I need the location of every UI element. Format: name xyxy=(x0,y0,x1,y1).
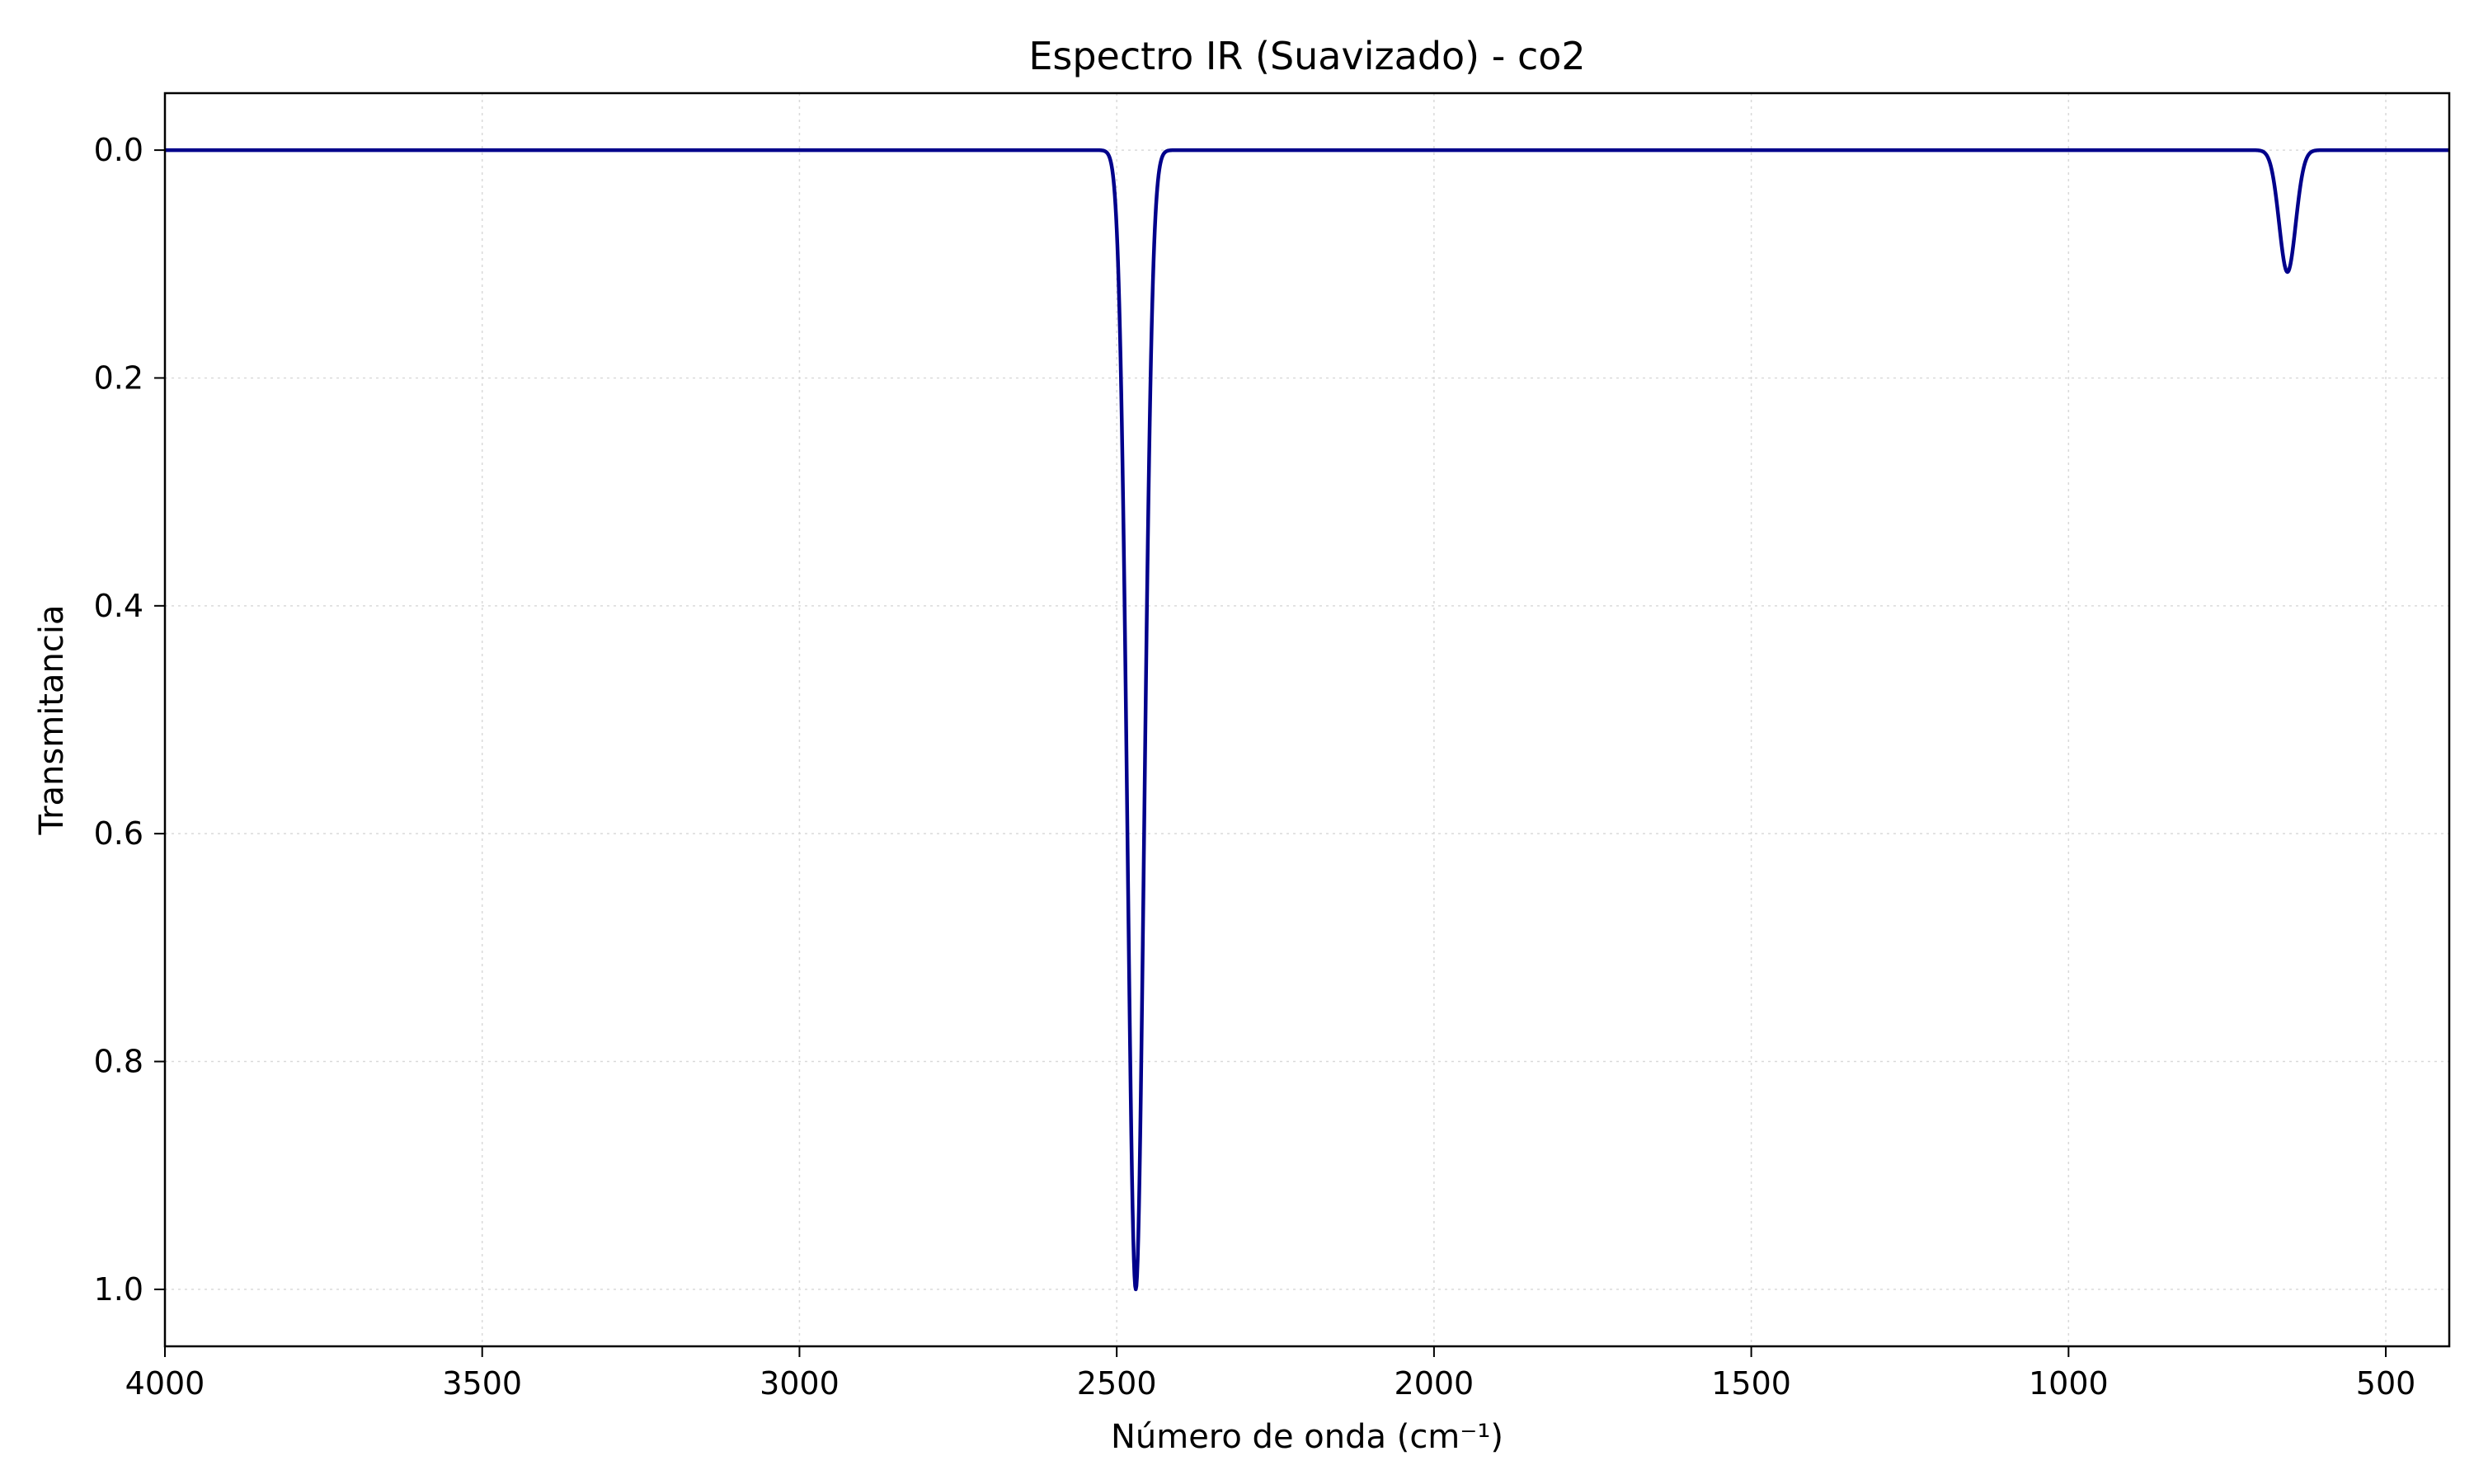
y-tick-label: 0.4 xyxy=(94,588,143,624)
chart-title: Espectro IR (Suavizado) - co2 xyxy=(1028,34,1585,78)
x-axis-ticks: 4000 3500 3000 2500 2000 1500 1000 500 xyxy=(125,1346,2416,1402)
x-axis-title: Número de onda (cm⁻¹) xyxy=(1111,1418,1503,1456)
x-tick-label: 2000 xyxy=(1395,1365,1475,1402)
series-layer xyxy=(163,148,2451,1292)
y-tick-label: 0.2 xyxy=(94,359,143,396)
x-tick-label: 500 xyxy=(2356,1365,2416,1402)
x-tick-label: 1500 xyxy=(1711,1365,1791,1402)
y-tick-label: 0.6 xyxy=(94,815,143,852)
plot-frame xyxy=(163,92,2451,1348)
y-tick-label: 1.0 xyxy=(94,1271,143,1308)
y-axis-title: Transmitancia xyxy=(33,605,71,836)
x-tick-label: 3500 xyxy=(442,1365,522,1402)
y-tick-label: 0.0 xyxy=(94,132,143,168)
spectrum-line xyxy=(163,148,2451,1292)
x-tick-label: 4000 xyxy=(125,1365,205,1402)
x-tick-label: 1000 xyxy=(2029,1365,2109,1402)
y-axis-ticks: 0.0 0.2 0.4 0.6 0.8 1.0 xyxy=(94,132,165,1308)
x-tick-label: 3000 xyxy=(760,1365,840,1402)
y-tick-label: 0.8 xyxy=(94,1044,143,1080)
x-tick-label: 2500 xyxy=(1077,1365,1157,1402)
